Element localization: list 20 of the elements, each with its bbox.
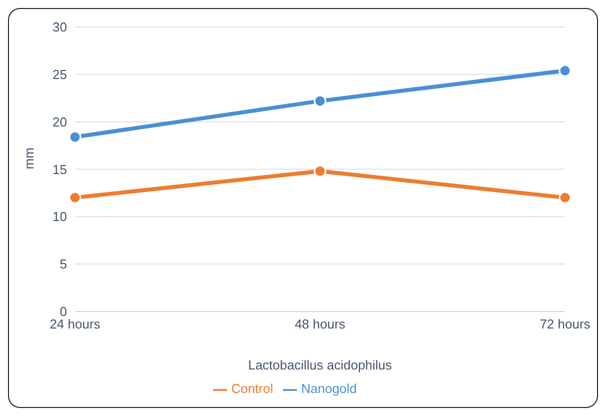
y-tick-label: 15: [52, 162, 67, 177]
legend-label: Nanogold: [301, 381, 357, 396]
point: [68, 191, 82, 204]
y-tick-label: 5: [60, 256, 67, 272]
point: [314, 94, 326, 108]
legend-label: Control: [231, 381, 274, 396]
point: [558, 64, 572, 77]
point: [314, 164, 326, 178]
y-axis-title: mm: [22, 148, 37, 170]
x-tick-label: 48 hours: [294, 316, 346, 332]
x-tick-label: 72 hours: [540, 316, 591, 332]
point: [558, 191, 572, 204]
x-tick-label: 24 hours: [50, 316, 101, 332]
y-tick-label: 30: [52, 20, 67, 35]
x-axis-title: Lactobacillus acidophilus: [248, 357, 392, 372]
y-tick-label: 25: [52, 67, 67, 82]
y-tick-label: 20: [52, 114, 67, 130]
point: [68, 130, 82, 144]
y-tick-label: 10: [52, 209, 67, 224]
y-tick-label: 0: [60, 304, 67, 320]
